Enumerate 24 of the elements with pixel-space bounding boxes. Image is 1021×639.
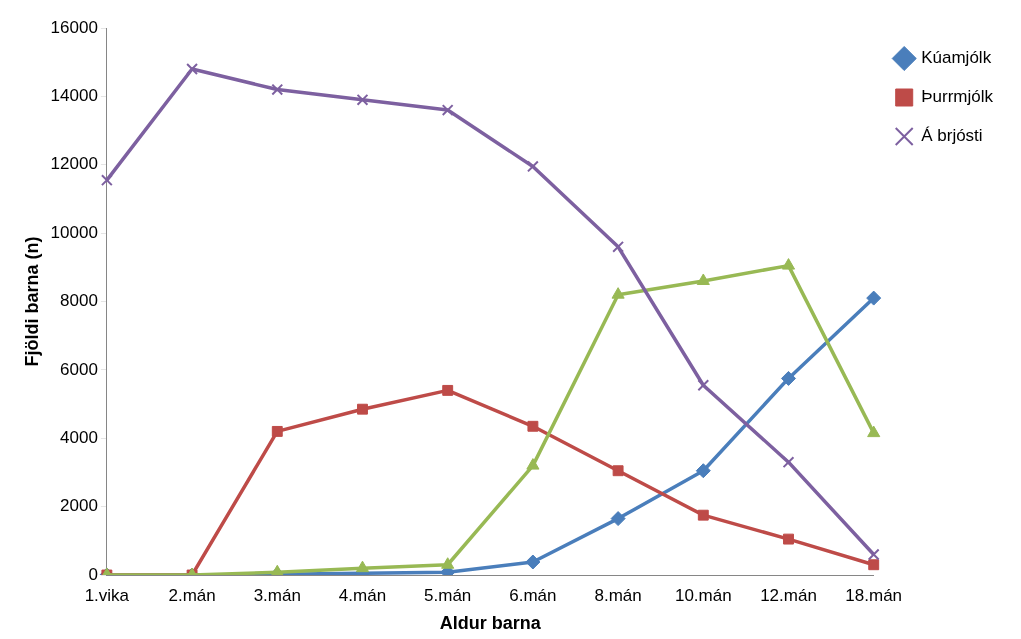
x-tick-label: 5.mán [424,585,472,605]
x-tick-label: 2.mán [168,585,216,605]
legend-label: Kúamjólk [921,48,992,68]
y-tick-label: 8000 [60,291,98,311]
y-tick-label: 16000 [50,17,98,37]
y-tick-label: 6000 [60,359,98,379]
y-tick-label: 0 [88,564,98,584]
x-tick-label: 1.vika [84,585,130,605]
y-tick-label: 2000 [60,496,98,516]
x-tick-label: 18.mán [845,585,903,605]
y-axis-title: Fjöldi barna (n) [21,236,42,367]
y-tick-label: 10000 [50,222,98,242]
legend-label: Þurrmjólk [921,87,994,107]
y-tick-label: 4000 [60,427,98,447]
x-tick-label: 12.mán [760,585,817,605]
x-tick-label: 10.mán [674,585,732,605]
x-axis-title: Aldur barna [439,613,542,634]
y-tick-label: 14000 [50,86,98,106]
x-tick-label: 4.mán [338,585,387,605]
x-tick-label: 8.mán [594,585,642,605]
legend-label: Á brjósti [921,126,983,146]
x-tick-label: 3.mán [253,585,301,605]
x-tick-label: 6.mán [509,585,557,605]
y-tick-label: 12000 [50,154,98,174]
